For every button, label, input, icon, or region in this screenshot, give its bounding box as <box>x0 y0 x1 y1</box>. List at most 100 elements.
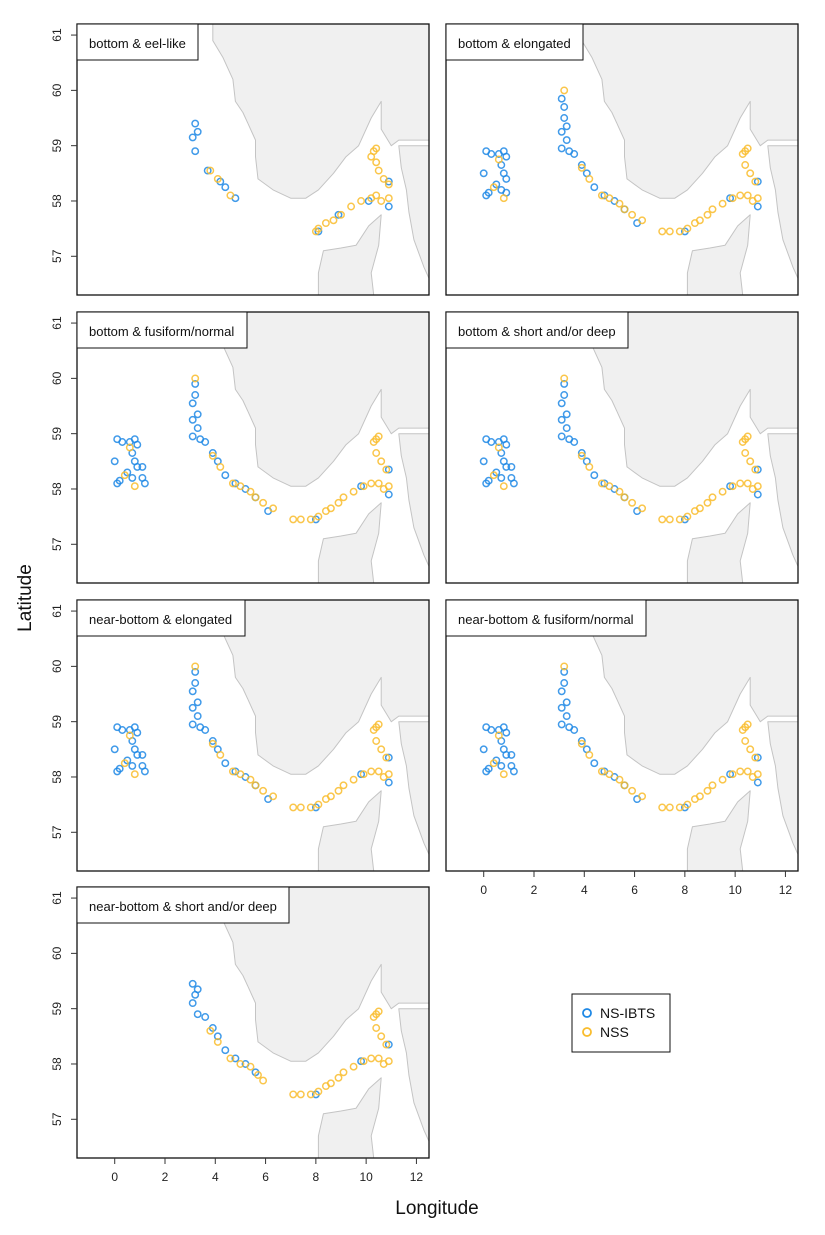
point-nss <box>615 487 624 496</box>
point-nss <box>683 224 692 233</box>
point-nss <box>251 493 260 502</box>
point-ns-ibts <box>193 127 202 136</box>
point-ns-ibts <box>557 720 566 729</box>
x-axis-title: Longitude <box>395 1198 478 1219</box>
y-tick-label: 57 <box>50 249 64 263</box>
point-nss <box>349 1062 358 1071</box>
point-ns-ibts <box>502 174 511 183</box>
point-ns-ibts <box>128 473 137 482</box>
point-ns-ibts <box>502 152 511 161</box>
facet-label: bottom & elongated <box>458 36 571 51</box>
point-ns-ibts <box>509 479 518 488</box>
x-tick-label: 8 <box>682 883 689 897</box>
point-nss <box>384 1057 393 1066</box>
point-ns-ibts <box>357 770 366 779</box>
point-nss <box>718 487 727 496</box>
point-ns-ibts <box>482 191 491 200</box>
point-nss <box>314 512 323 521</box>
y-tick-label: 58 <box>50 1057 64 1071</box>
panel-frame <box>445 23 799 296</box>
y-tick-label: 57 <box>50 537 64 551</box>
point-ns-ibts <box>560 103 569 111</box>
x-tick-label: 2 <box>531 883 538 897</box>
point-ns-ibts <box>384 490 393 499</box>
point-nss <box>736 479 745 488</box>
y-tick-label: 58 <box>50 482 64 496</box>
point-nss <box>753 482 762 491</box>
x-tick-label: 4 <box>581 883 588 897</box>
panel-bottom-eel-like: bottom & eel-like 57 58 59 60 61 <box>50 23 430 296</box>
point-nss <box>216 462 225 471</box>
point-nss <box>367 479 376 488</box>
norway-coast <box>212 312 429 487</box>
point-nss <box>206 166 215 175</box>
point-nss <box>326 1079 335 1088</box>
point-nss <box>216 750 225 759</box>
point-nss <box>560 374 569 383</box>
point-ns-ibts <box>193 410 202 419</box>
point-nss <box>560 662 569 671</box>
point-nss <box>296 1090 305 1099</box>
point-ns-ibts <box>726 482 735 491</box>
point-nss <box>615 775 624 784</box>
point-nss <box>337 210 345 219</box>
norway-coast <box>212 24 429 199</box>
point-nss <box>254 1071 262 1079</box>
point-nss <box>560 86 569 95</box>
point-nss <box>728 194 737 203</box>
point-ns-ibts <box>557 94 566 103</box>
facet-label: near-bottom & fusiform/normal <box>458 612 634 627</box>
sweden-coast <box>398 433 429 568</box>
panel-near-bottom-short-and-or-deep: near-bottom & short and/or deep575859606… <box>50 886 430 1184</box>
point-nss <box>289 1090 298 1099</box>
point-ns-ibts <box>560 379 569 388</box>
point-ns-ibts <box>384 202 393 211</box>
point-nss <box>306 515 315 524</box>
points <box>188 979 393 1099</box>
y-tick-label: 57 <box>50 825 64 839</box>
point-ns-ibts <box>191 391 200 399</box>
point-nss <box>746 457 755 466</box>
point-nss <box>367 767 376 776</box>
point-nss <box>743 720 752 729</box>
point-ns-ibts <box>191 379 200 388</box>
sweden-coast <box>398 145 429 280</box>
land <box>212 24 429 295</box>
legend-box <box>571 993 671 1053</box>
point-nss <box>683 512 692 521</box>
point-nss <box>374 720 383 729</box>
point-nss <box>728 482 737 491</box>
facet-label-box <box>76 599 246 637</box>
x-tick-label: 0 <box>111 1170 118 1184</box>
point-nss <box>357 197 366 205</box>
point-ns-ibts <box>753 202 762 211</box>
point-nss <box>658 803 667 812</box>
point-nss <box>489 759 498 768</box>
point-nss <box>306 803 315 812</box>
denmark-coast <box>317 502 382 583</box>
point-ns-ibts <box>479 457 488 466</box>
point-nss <box>718 775 727 784</box>
point-nss <box>675 227 684 236</box>
point-ns-ibts <box>570 726 579 734</box>
land <box>212 600 429 871</box>
point-ns-ibts <box>502 462 511 471</box>
point-nss <box>372 1024 381 1032</box>
point-nss <box>628 786 637 795</box>
point-nss <box>329 216 338 225</box>
facet-label-box <box>445 23 584 61</box>
point-nss <box>228 479 237 488</box>
sweden-coast <box>767 145 798 280</box>
facet-label: bottom & fusiform/normal <box>89 324 234 339</box>
point-nss <box>743 767 752 776</box>
point-nss <box>372 449 381 457</box>
point-nss <box>289 803 298 812</box>
point-nss <box>665 227 674 236</box>
point-nss <box>334 1073 343 1082</box>
point-nss <box>208 451 217 460</box>
panel-bottom-fusiform-normal: bottom & fusiform/normal 57 58 59 60 61 <box>50 311 430 584</box>
land <box>581 312 798 583</box>
point-nss <box>597 767 606 776</box>
point-nss <box>620 781 629 790</box>
point-nss <box>577 451 586 460</box>
